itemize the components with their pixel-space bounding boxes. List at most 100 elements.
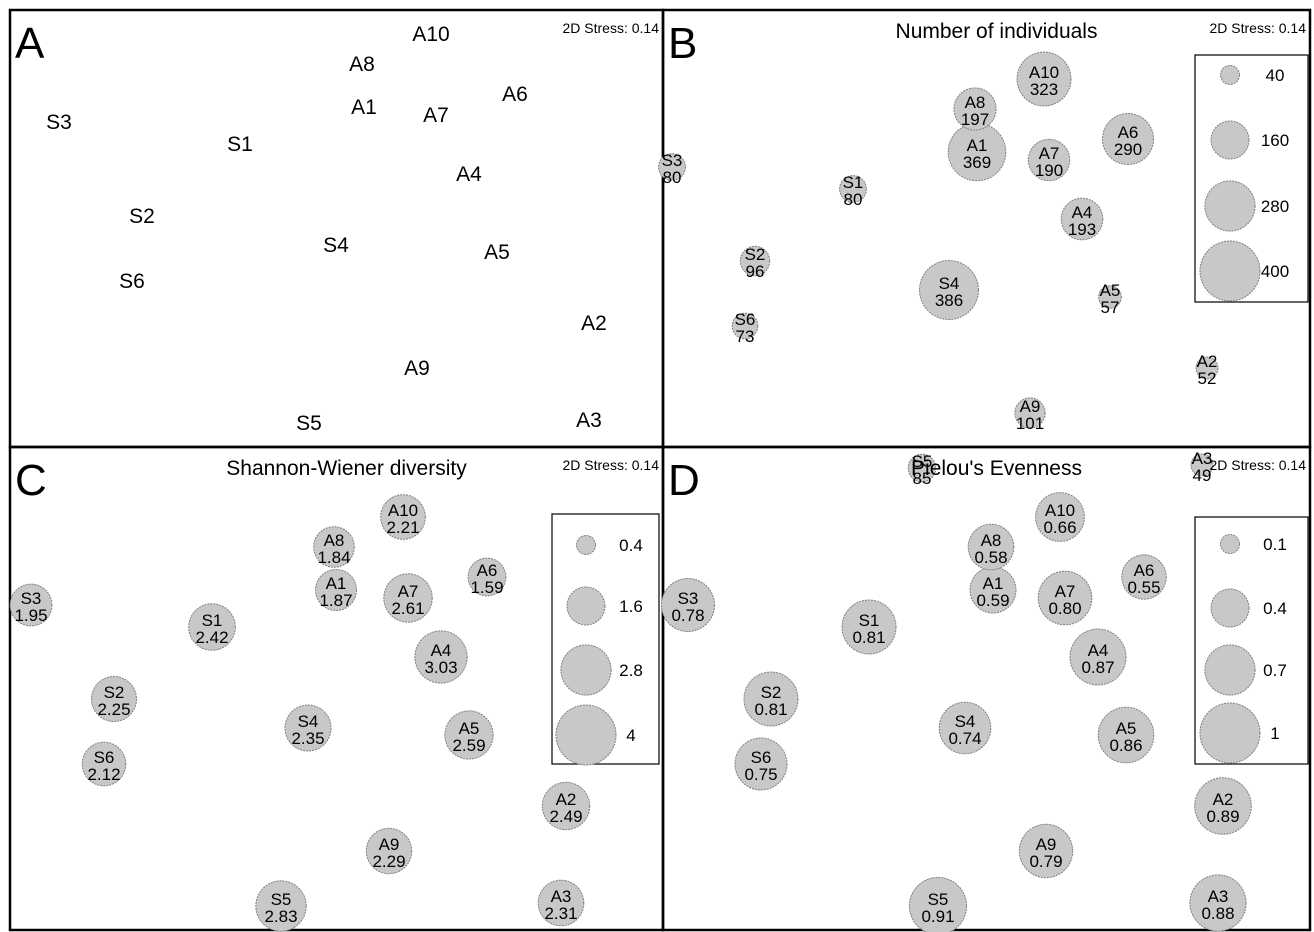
bubble-s4 (284, 704, 332, 752)
bubble-s5-label: S5 (928, 890, 949, 909)
bubble-a2 (541, 781, 591, 831)
bubble-a1-value: 369 (963, 153, 991, 172)
site-label-a7: A7 (423, 104, 449, 127)
bubble-a10-label: A10 (388, 501, 418, 520)
site-label-s6: S6 (119, 270, 145, 293)
bubble-s5-label: S5 (912, 452, 933, 471)
legend-label-2: 0.4 (1263, 599, 1287, 618)
bubble-a4 (1069, 628, 1127, 686)
legend-label-1: 0.1 (1263, 535, 1287, 554)
bubble-s4 (919, 260, 979, 320)
bubble-s1-label: S1 (202, 611, 223, 630)
bubble-a6 (467, 557, 507, 597)
bubble-a6-label: A6 (1118, 123, 1139, 142)
bubble-s1 (839, 175, 867, 203)
bubble-s3-value: 0.78 (671, 606, 704, 625)
bubble-a4-label: A4 (1088, 641, 1109, 660)
legend-box (1194, 516, 1309, 765)
size-legend: 0.4 1.6 2.8 4 (551, 513, 660, 766)
bubble-a4-value: 3.03 (424, 658, 457, 677)
bubble-s5-value: 85 (913, 469, 932, 488)
bubble-s6-label: S6 (94, 748, 115, 767)
bubble-a8 (953, 87, 997, 131)
legend-label-3: 280 (1261, 197, 1289, 216)
legend-bubble-3 (560, 644, 612, 696)
bubble-s3-label: S3 (662, 151, 683, 170)
bubble-a10-label: A10 (1045, 501, 1075, 520)
bubble-a4 (1060, 197, 1104, 241)
legend-box (1194, 54, 1309, 303)
panel-letter: D (668, 456, 700, 505)
bubble-s1 (841, 599, 897, 655)
bubble-s5 (908, 876, 968, 932)
stress-label: 2D Stress: 0.14 (563, 457, 660, 473)
panel-letter: A (15, 19, 45, 68)
bubble-a3-value: 49 (1193, 466, 1212, 485)
bubble-a1-label: A1 (983, 574, 1004, 593)
bubble-a2-label: A2 (1213, 790, 1234, 809)
stress-label: 2D Stress: 0.14 (1210, 457, 1307, 473)
bubble-s1-label: S1 (859, 611, 880, 630)
site-label-a4: A4 (456, 163, 482, 186)
bubble-s1-value: 0.81 (852, 628, 885, 647)
bubble-a10 (380, 494, 426, 540)
bubble-s1-value: 2.42 (195, 628, 228, 647)
bubble-a1 (969, 566, 1017, 614)
bubble-s6 (731, 312, 759, 340)
legend-label-4: 400 (1261, 262, 1289, 281)
site-label-a2: A2 (581, 312, 607, 335)
legend-bubble-1 (1220, 65, 1240, 85)
legend-bubble-1 (576, 535, 596, 555)
bubble-a7-label: A7 (1055, 582, 1076, 601)
bubble-a3-label: A3 (1192, 449, 1213, 468)
bubble-s2-value: 0.81 (754, 700, 787, 719)
bubble-a2 (1194, 777, 1252, 835)
legend-label-4: 1 (1270, 724, 1279, 743)
panel-a: A 2D Stress: 0.14 S1 S2 S3 S4 S5 S6 A1 A2 A3 A4 A5 A6… (8, 8, 665, 449)
bubble-a6-label: A6 (1134, 561, 1155, 580)
bubble-s1-label: S1 (843, 173, 864, 192)
bubble-s3-value: 1.95 (14, 606, 47, 625)
site-label-a1: A1 (351, 96, 377, 119)
site-label-s3: S3 (46, 111, 72, 134)
bubble-s3 (661, 578, 715, 632)
bubble-a9-value: 101 (1016, 414, 1044, 433)
panel-letter: B (668, 19, 697, 68)
bubble-s2-label: S2 (761, 683, 782, 702)
bubble-a3-label: A3 (1208, 887, 1229, 906)
bubble-a7 (1027, 138, 1071, 182)
bubble-s6 (81, 741, 127, 787)
bubble-a7 (1037, 570, 1093, 626)
panel-letter: C (15, 456, 47, 505)
bubble-s4-label: S4 (298, 712, 319, 731)
bubble-s3-value: 80 (663, 168, 682, 187)
bubble-s5 (907, 453, 937, 483)
bubble-a10-label: A10 (1029, 63, 1059, 82)
site-label-a8: A8 (349, 53, 375, 76)
legend-bubble-3 (1204, 644, 1256, 696)
bubble-a10-value: 323 (1030, 80, 1058, 99)
bubble-a2 (1195, 356, 1219, 380)
bubble-s4-value: 0.74 (948, 729, 981, 748)
bubble-a8-value: 0.58 (974, 548, 1007, 567)
bubble-a5-label: A5 (1100, 281, 1121, 300)
bubble-s4-value: 2.35 (291, 729, 324, 748)
bubble-a6-value: 1.59 (470, 578, 503, 597)
legend-bubble-1 (1220, 534, 1240, 554)
bubble-s2 (739, 245, 771, 277)
bubble-a3 (537, 879, 585, 927)
bubble-a9-value: 2.29 (372, 852, 405, 871)
bubble-a7-label: A7 (398, 582, 419, 601)
bubble-a5 (1098, 285, 1122, 309)
legend-bubble-4 (555, 704, 617, 766)
bubble-s2-label: S2 (745, 245, 766, 264)
bubble-a1-label: A1 (326, 574, 347, 593)
bubble-s1-value: 80 (844, 190, 863, 209)
bubble-a8-label: A8 (965, 93, 986, 112)
panel-frame (661, 445, 1312, 932)
legend-bubble-2 (1210, 588, 1250, 628)
legend-bubble-2 (1210, 120, 1250, 160)
